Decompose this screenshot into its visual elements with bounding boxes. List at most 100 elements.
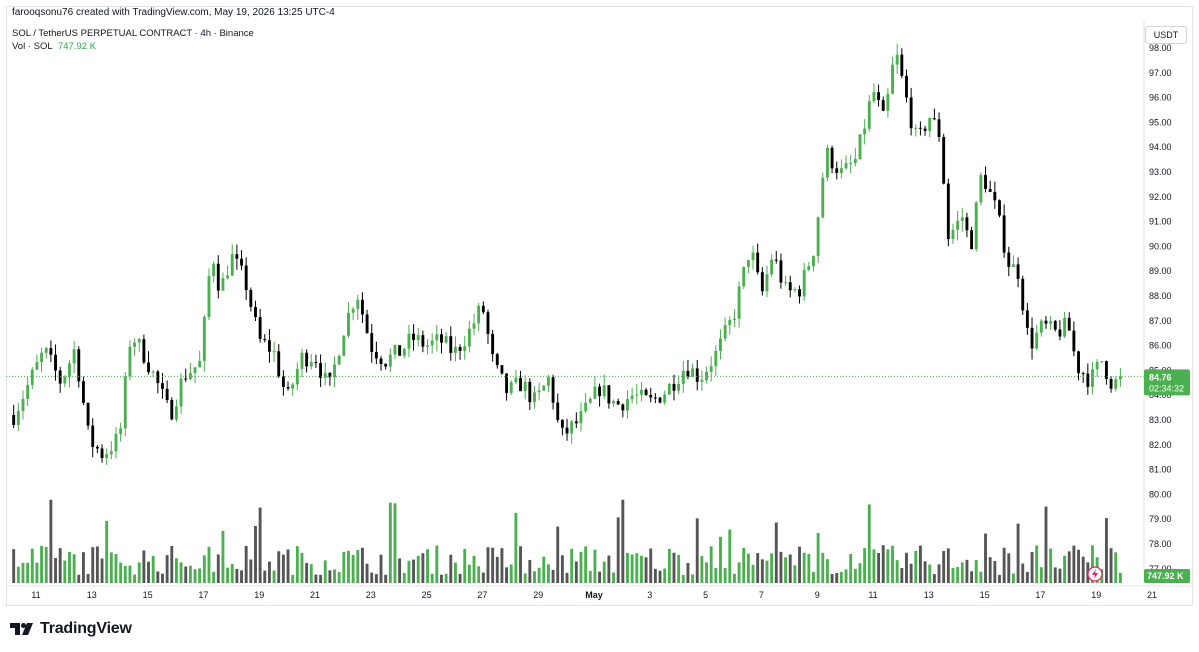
- volume-bar: [523, 573, 527, 583]
- time-tick-label: 17: [1035, 590, 1045, 600]
- candle-body: [230, 254, 234, 276]
- volume-bar: [649, 548, 653, 583]
- candle-body: [263, 338, 267, 341]
- candle-body: [505, 373, 509, 393]
- candle-body: [863, 128, 867, 135]
- volume-bar: [63, 560, 67, 583]
- price-tick-label: 87.00: [1149, 316, 1172, 326]
- candle-body: [770, 259, 774, 275]
- volume-bar: [142, 550, 146, 583]
- volume-bar: [570, 548, 574, 583]
- candle-body: [1030, 327, 1034, 349]
- tradingview-logo[interactable]: TradingView: [10, 620, 132, 638]
- volume-bar: [198, 568, 202, 583]
- candle-body: [347, 312, 350, 336]
- candle-body: [588, 398, 592, 403]
- candle-body: [825, 147, 829, 178]
- volume-bar: [951, 567, 955, 583]
- volume-bar: [793, 565, 797, 583]
- volume-bar: [68, 551, 71, 583]
- volume-bar: [839, 571, 843, 583]
- last-price-badge-bg: [1144, 369, 1190, 396]
- candle-body: [946, 183, 950, 240]
- candle-body: [779, 260, 783, 283]
- candle-body: [319, 363, 323, 378]
- candle-body: [356, 299, 360, 309]
- candle-body: [700, 380, 704, 382]
- candle-body: [281, 376, 285, 387]
- candle-body: [774, 259, 778, 261]
- candle-body: [95, 446, 99, 449]
- currency-button[interactable]: USDT: [1145, 26, 1187, 44]
- candle-body: [584, 402, 588, 412]
- candle-body: [858, 134, 862, 160]
- volume-bars: [12, 499, 1122, 583]
- volume-bar: [746, 553, 750, 583]
- volume-bar: [714, 567, 718, 583]
- volume-bar: [44, 546, 48, 583]
- volume-bar: [965, 559, 969, 583]
- volume-legend-label: Vol · SOL: [12, 41, 53, 52]
- candle-body: [137, 339, 141, 343]
- volume-bar: [202, 555, 206, 583]
- volume-bar: [207, 546, 211, 583]
- candle-body: [161, 383, 164, 389]
- volume-bar: [342, 551, 346, 583]
- candle-body: [1058, 329, 1062, 337]
- volume-bar: [728, 529, 732, 583]
- price-chart[interactable]: 98.00 97.00 96.00 95.00 94.00 93.00 92.00 91.00…: [0, 0, 1199, 610]
- candle-body: [574, 421, 578, 424]
- candle-body: [1067, 317, 1071, 331]
- price-tick-label: 94.00: [1149, 142, 1172, 152]
- volume-bar: [607, 555, 611, 583]
- candle-body: [649, 394, 653, 398]
- volume-bar: [81, 552, 85, 583]
- candle-body: [30, 369, 34, 385]
- time-tick-label: 21: [310, 590, 320, 600]
- volume-badge-label: 747.92 K: [1147, 571, 1184, 581]
- volume-bar: [384, 574, 388, 583]
- candle-body: [435, 334, 439, 341]
- lightning-icon[interactable]: [1087, 566, 1103, 582]
- candle-body: [40, 352, 44, 363]
- time-axis[interactable]: 11 13 15 17 19 21 23 25 27 29 May 3 5 7 9 11 13 15 17 19 21: [6, 585, 1193, 600]
- candle-body: [291, 384, 295, 389]
- volume-bar: [319, 574, 323, 583]
- price-axis[interactable]: 98.00 97.00 96.00 95.00 94.00 93.00 92.00 91.00…: [1143, 20, 1172, 585]
- volume-bar: [844, 569, 848, 583]
- candle-body: [444, 336, 448, 343]
- volume-bar: [49, 499, 53, 583]
- volume-bar: [988, 557, 992, 583]
- candle-body: [1118, 376, 1122, 380]
- volume-bar: [444, 573, 448, 583]
- volume-bar: [588, 571, 592, 583]
- price-tick-label: 82.00: [1149, 440, 1172, 450]
- volume-bar: [26, 562, 30, 583]
- candle-body: [412, 333, 416, 340]
- candle-body: [300, 352, 304, 369]
- candle-body: [937, 119, 941, 137]
- volume-bar: [77, 574, 81, 583]
- candle-body: [602, 385, 606, 397]
- volume-bar: [481, 572, 485, 583]
- volume-bar: [230, 564, 234, 583]
- volume-bar: [412, 559, 416, 583]
- volume-bar: [774, 522, 778, 583]
- time-tick-label: 9: [815, 590, 820, 600]
- candle-body: [998, 200, 1001, 216]
- candle-body: [226, 275, 230, 279]
- volume-badge: 747.92 K: [1144, 569, 1190, 583]
- candle-body: [565, 427, 569, 434]
- volume-bar: [430, 573, 434, 583]
- candle-body: [286, 386, 290, 389]
- candle-body: [416, 335, 420, 340]
- candle-body: [1095, 361, 1099, 370]
- symbol-title[interactable]: SOL / TetherUS PERPETUAL CONTRACT · 4h ·…: [12, 28, 254, 39]
- candle-body: [798, 289, 801, 297]
- volume-bar: [374, 574, 378, 583]
- candle-body: [895, 54, 899, 65]
- countdown-label: 02:34:32: [1149, 383, 1184, 393]
- candle-body: [26, 384, 30, 399]
- time-tick-label: 5: [703, 590, 708, 600]
- volume-bar: [667, 548, 671, 583]
